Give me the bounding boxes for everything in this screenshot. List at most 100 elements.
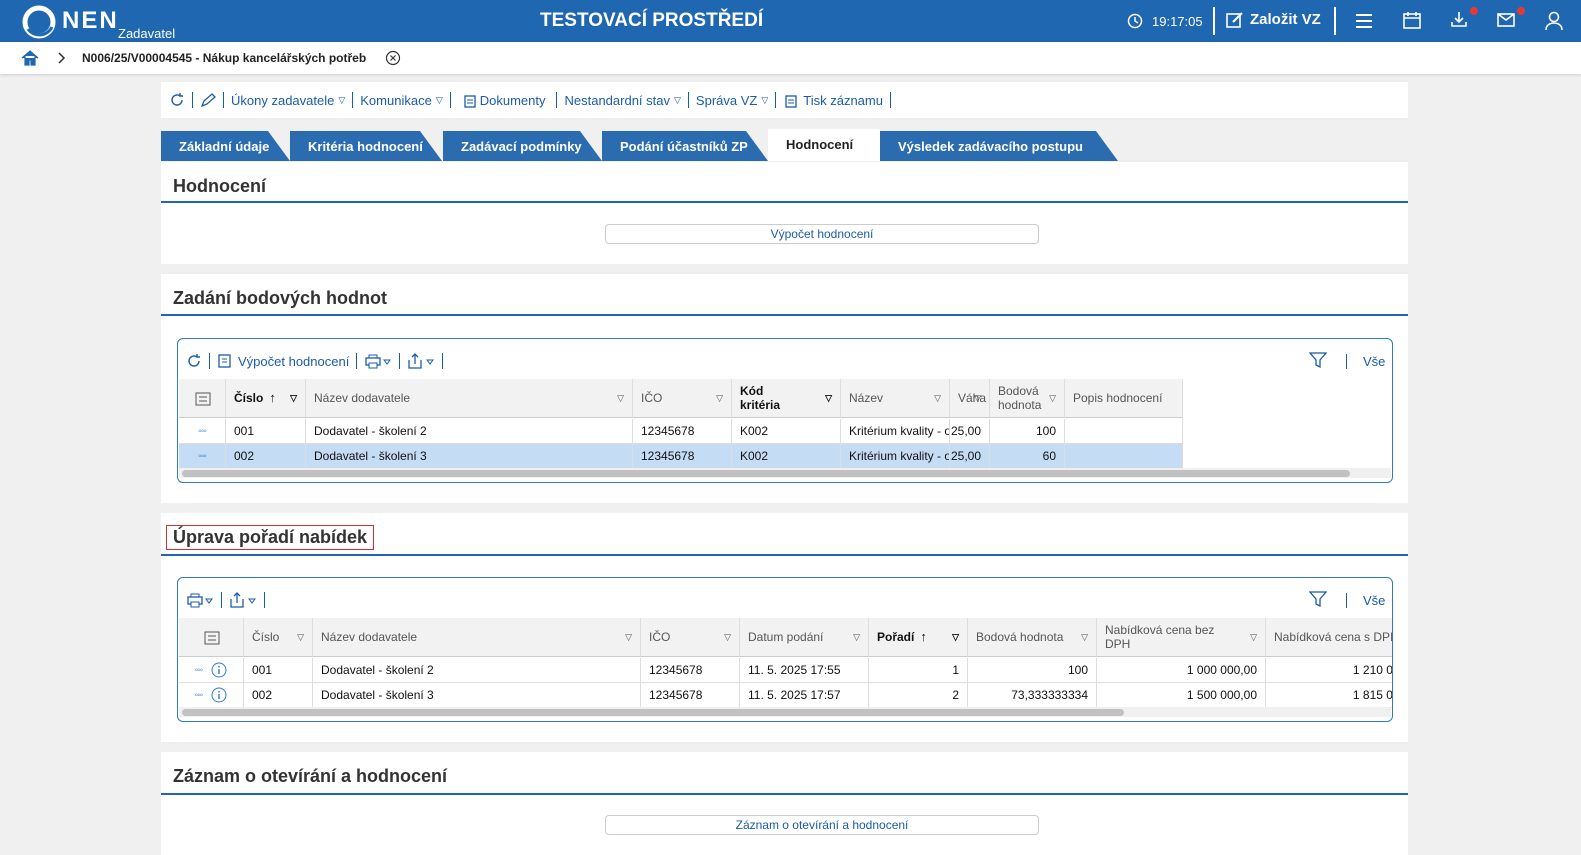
column-label: IČO — [641, 391, 663, 405]
environment: TESTOVACÍ PROSTŘEDÍ — [540, 10, 764, 31]
column-header[interactable]: Název ▽ — [841, 379, 950, 418]
table-cell: 1 815 000,00 — [1266, 683, 1392, 708]
scrollbar-thumb[interactable] — [182, 709, 1124, 716]
grid-action[interactable]: Výpočet hodnocení — [238, 353, 350, 369]
more-icon[interactable]: ◦◦◦ — [198, 450, 207, 462]
scrollbar-thumb[interactable] — [182, 470, 1350, 477]
column-header[interactable]: Název dodavatele ▽ — [313, 618, 641, 657]
record-button[interactable]: Záznam o otevírání a hodnocení — [605, 815, 1039, 835]
filter-icon[interactable] — [1309, 591, 1327, 607]
calc-icon[interactable] — [217, 353, 235, 369]
column-header[interactable]: Nabídková cena s DPH — [1266, 618, 1392, 657]
column-header[interactable]: Popis hodnocení — [1065, 379, 1183, 418]
column-filter: ▽ — [617, 393, 624, 403]
column-filter: ▽ — [625, 632, 632, 642]
table-cell: K002 — [732, 419, 841, 444]
refresh-icon[interactable] — [186, 353, 202, 369]
tab[interactable]: Výsledek zadávacího postupu — [880, 131, 1118, 161]
row-actions[interactable]: ◦◦◦ — [179, 658, 244, 683]
tab[interactable]: Hodnocení — [768, 129, 880, 161]
column-settings-icon[interactable] — [195, 392, 211, 406]
filter-icon[interactable] — [1309, 352, 1327, 368]
column-header[interactable]: Váha ▽ — [950, 379, 990, 418]
row-actions[interactable]: ◦◦◦ — [179, 683, 244, 708]
print-icon[interactable] — [186, 592, 214, 608]
table-cell: 25,00 — [950, 419, 990, 444]
close-icon[interactable] — [385, 50, 401, 66]
column-filter: ▽ — [853, 632, 860, 642]
table-cell: Dodavatel - školení 2 — [306, 419, 633, 444]
tab[interactable]: Kritéria hodnocení — [290, 131, 442, 161]
table-cell: 12345678 — [633, 419, 732, 444]
filter-all[interactable]: Vše — [1346, 354, 1385, 369]
column-header[interactable]: Nabídková cena bez DPH ▽ — [1097, 618, 1266, 657]
column-filter: ▽ — [825, 393, 832, 403]
column-header[interactable]: IČO ▽ — [633, 379, 732, 418]
separator — [687, 92, 689, 108]
column-header[interactable]: Číslo ▽ — [244, 618, 313, 657]
edit-icon[interactable] — [1226, 11, 1244, 29]
info-icon[interactable] — [211, 662, 227, 678]
section-title: Úprava pořadí nabídek — [166, 525, 375, 550]
row-actions[interactable]: ◦◦◦ — [179, 444, 226, 469]
row-actions[interactable]: ◦◦◦ — [179, 419, 226, 444]
column-filter: ▽ — [934, 393, 941, 403]
toolbar-item[interactable]: Úkony zadavatele — [231, 92, 335, 108]
column-filter: ▽ — [974, 393, 981, 403]
info-icon[interactable] — [211, 687, 227, 703]
more-icon[interactable]: ◦◦◦ — [194, 689, 204, 701]
separator — [209, 353, 210, 369]
column-header[interactable]: Název dodavatele ▽ — [306, 379, 633, 418]
column-header[interactable]: Datum podání ▽ — [740, 618, 869, 657]
tab[interactable]: Podání účastníků ZP — [602, 131, 768, 161]
record-section: Záznam o otevírání a hodnocení Záznam o … — [161, 752, 1408, 855]
more-icon[interactable]: ◦◦◦ — [198, 425, 207, 437]
column-filter: ▽ — [1049, 393, 1056, 403]
more-icon[interactable]: ◦◦◦ — [194, 664, 204, 676]
toolbar-item[interactable]: Tisk záznamu — [783, 93, 883, 108]
column-label: Datum podání — [748, 630, 824, 644]
column-settings-icon[interactable] — [204, 631, 220, 645]
column-header[interactable]: Bodová hodnota ▽ — [968, 618, 1097, 657]
toolbar-item[interactable]: Dokumenty — [462, 93, 545, 108]
export-icon[interactable] — [407, 353, 435, 369]
export-icon[interactable] — [229, 592, 257, 608]
logo-text: NEN — [62, 7, 119, 34]
toolbar-item[interactable]: Komunikace — [360, 92, 432, 108]
tab[interactable]: Základní údaje — [161, 131, 290, 161]
filter-all[interactable]: Vše — [1346, 593, 1385, 608]
user-icon[interactable] — [1545, 11, 1563, 31]
mail-icon[interactable] — [1497, 6, 1527, 30]
column-header[interactable]: Pořadí ↑ ▽ — [869, 618, 968, 657]
create-button[interactable]: Založit VZ — [1250, 11, 1321, 28]
dropdown-caret: ▽ — [761, 94, 769, 105]
breadcrumb-title: N006/25/V00004545 - Nákup kancelářských … — [82, 51, 367, 65]
table-cell: 1 500 000,00 — [1097, 683, 1266, 708]
table-cell: 001 — [226, 419, 306, 444]
download-icon[interactable] — [1450, 6, 1480, 30]
top-bar: NEN Zadavatel TESTOVACÍ PROSTŘEDÍ 19:17:… — [0, 0, 1581, 42]
refresh-icon[interactable] — [169, 92, 185, 108]
table-cell: 11. 5. 2025 17:57 — [740, 683, 869, 708]
toolbar-item[interactable]: Správa VZ — [695, 92, 758, 108]
data-grid: Vše Číslo ▽ Název dodavatele ▽ IČO ▽ Datum podá… — [177, 577, 1393, 722]
column-label: Váha — [958, 391, 987, 405]
table-cell: Kritérium kvality - org... — [841, 444, 950, 469]
toolbar-item[interactable]: Nestandardní stav — [564, 92, 670, 108]
column-header[interactable]: IČO ▽ — [641, 618, 740, 657]
separator — [352, 92, 354, 108]
calendar-icon[interactable] — [1403, 11, 1421, 29]
menu-icon[interactable] — [1355, 12, 1373, 30]
table-cell: Dodavatel - školení 3 — [306, 444, 633, 469]
column-header[interactable]: Číslo ↑ ▽ — [226, 379, 306, 418]
table-cell: 12345678 — [641, 658, 740, 683]
column-header[interactable]: Kód kritéria ▽ — [732, 379, 841, 418]
column-label: IČO — [649, 630, 671, 644]
separator — [556, 92, 558, 108]
calculate-button[interactable]: Výpočet hodnocení — [605, 224, 1039, 244]
home-icon[interactable] — [21, 49, 39, 67]
tab[interactable]: Zadávací podmínky — [443, 131, 602, 161]
pencil-icon[interactable] — [200, 92, 216, 108]
column-header[interactable]: Bodová hodnota ▽ — [990, 379, 1065, 418]
print-icon[interactable] — [364, 353, 392, 369]
